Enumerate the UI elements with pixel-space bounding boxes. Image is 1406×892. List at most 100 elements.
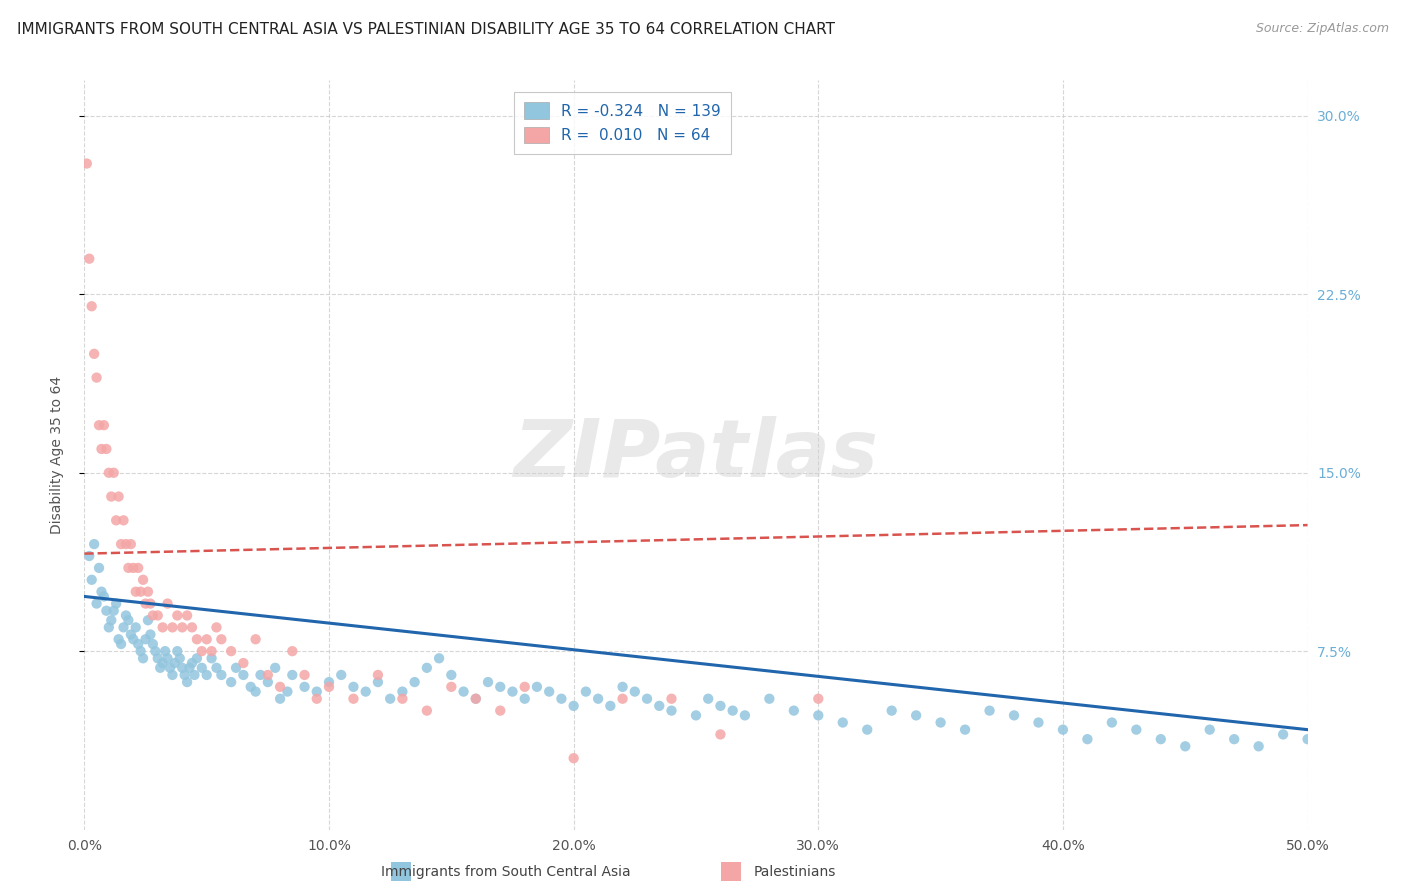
Point xyxy=(416,661,439,675)
Point xyxy=(685,708,707,723)
Point xyxy=(1174,739,1197,754)
Point xyxy=(135,632,157,647)
Point xyxy=(166,644,188,658)
Point xyxy=(661,691,683,706)
Point xyxy=(391,691,413,706)
Point xyxy=(1296,732,1319,747)
Point xyxy=(200,651,222,665)
Point xyxy=(110,537,132,551)
Point xyxy=(125,584,148,599)
Point xyxy=(127,637,149,651)
Point xyxy=(1346,747,1368,761)
Point xyxy=(636,691,658,706)
Point xyxy=(276,684,298,698)
Point xyxy=(112,513,135,527)
Point xyxy=(209,668,232,682)
Point xyxy=(239,680,262,694)
Point xyxy=(191,644,214,658)
Point xyxy=(162,668,184,682)
Point xyxy=(807,708,830,723)
Point xyxy=(176,675,198,690)
Point xyxy=(90,584,112,599)
Point xyxy=(257,675,280,690)
Point xyxy=(181,656,204,670)
Point xyxy=(354,684,377,698)
Text: Source: ZipAtlas.com: Source: ZipAtlas.com xyxy=(1256,22,1389,36)
Point xyxy=(97,620,120,634)
Point xyxy=(264,661,287,675)
Point xyxy=(1101,715,1123,730)
Point xyxy=(562,698,585,713)
Point xyxy=(709,727,731,741)
Point xyxy=(103,466,125,480)
Point xyxy=(191,661,214,675)
Point xyxy=(427,651,450,665)
Point xyxy=(76,156,98,170)
Point xyxy=(156,651,179,665)
Point xyxy=(181,620,204,634)
Point xyxy=(146,608,169,623)
Point xyxy=(117,561,139,575)
Point xyxy=(1028,715,1050,730)
Point xyxy=(1125,723,1147,737)
Point xyxy=(807,691,830,706)
Point xyxy=(245,684,267,698)
Point xyxy=(979,704,1001,718)
Point xyxy=(697,691,720,706)
Y-axis label: Disability Age 35 to 64: Disability Age 35 to 64 xyxy=(49,376,63,534)
Point xyxy=(107,632,129,647)
Point xyxy=(205,620,228,634)
Point xyxy=(330,668,353,682)
Point xyxy=(1002,708,1025,723)
Point xyxy=(1395,739,1406,754)
Point xyxy=(257,668,280,682)
Point xyxy=(205,661,228,675)
Point xyxy=(162,620,184,634)
Point xyxy=(166,608,188,623)
Point xyxy=(502,684,524,698)
Point xyxy=(342,680,364,694)
Point xyxy=(734,708,756,723)
Point xyxy=(440,680,463,694)
Point xyxy=(929,715,952,730)
Point xyxy=(136,613,159,627)
Point xyxy=(176,608,198,623)
Point xyxy=(186,632,208,647)
Point xyxy=(132,651,155,665)
Point xyxy=(709,698,731,713)
Point xyxy=(96,604,118,618)
Point xyxy=(105,513,128,527)
Point xyxy=(612,680,634,694)
Point xyxy=(416,704,439,718)
Point xyxy=(125,620,148,634)
Point xyxy=(318,675,340,690)
Point xyxy=(1369,732,1392,747)
Point xyxy=(83,537,105,551)
Point xyxy=(281,668,304,682)
Text: ZIPatlas: ZIPatlas xyxy=(513,416,879,494)
Point xyxy=(110,637,132,651)
Point xyxy=(391,684,413,698)
Point xyxy=(173,668,195,682)
Point xyxy=(129,644,152,658)
Point xyxy=(120,627,142,641)
Point xyxy=(562,751,585,765)
Point xyxy=(380,691,402,706)
Point xyxy=(136,584,159,599)
Point xyxy=(269,680,291,694)
Point xyxy=(249,668,271,682)
Point xyxy=(86,370,108,384)
Point xyxy=(143,644,166,658)
Point xyxy=(489,704,512,718)
Text: Palestinians: Palestinians xyxy=(754,865,835,880)
Point xyxy=(831,715,853,730)
Point xyxy=(115,537,138,551)
Point xyxy=(112,620,135,634)
Point xyxy=(953,723,976,737)
Point xyxy=(77,549,100,563)
Point xyxy=(219,644,242,658)
Text: IMMIGRANTS FROM SOUTH CENTRAL ASIA VS PALESTINIAN DISABILITY AGE 35 TO 64 CORREL: IMMIGRANTS FROM SOUTH CENTRAL ASIA VS PA… xyxy=(17,22,835,37)
Point xyxy=(538,684,561,698)
Point xyxy=(90,442,112,456)
Point xyxy=(172,661,194,675)
